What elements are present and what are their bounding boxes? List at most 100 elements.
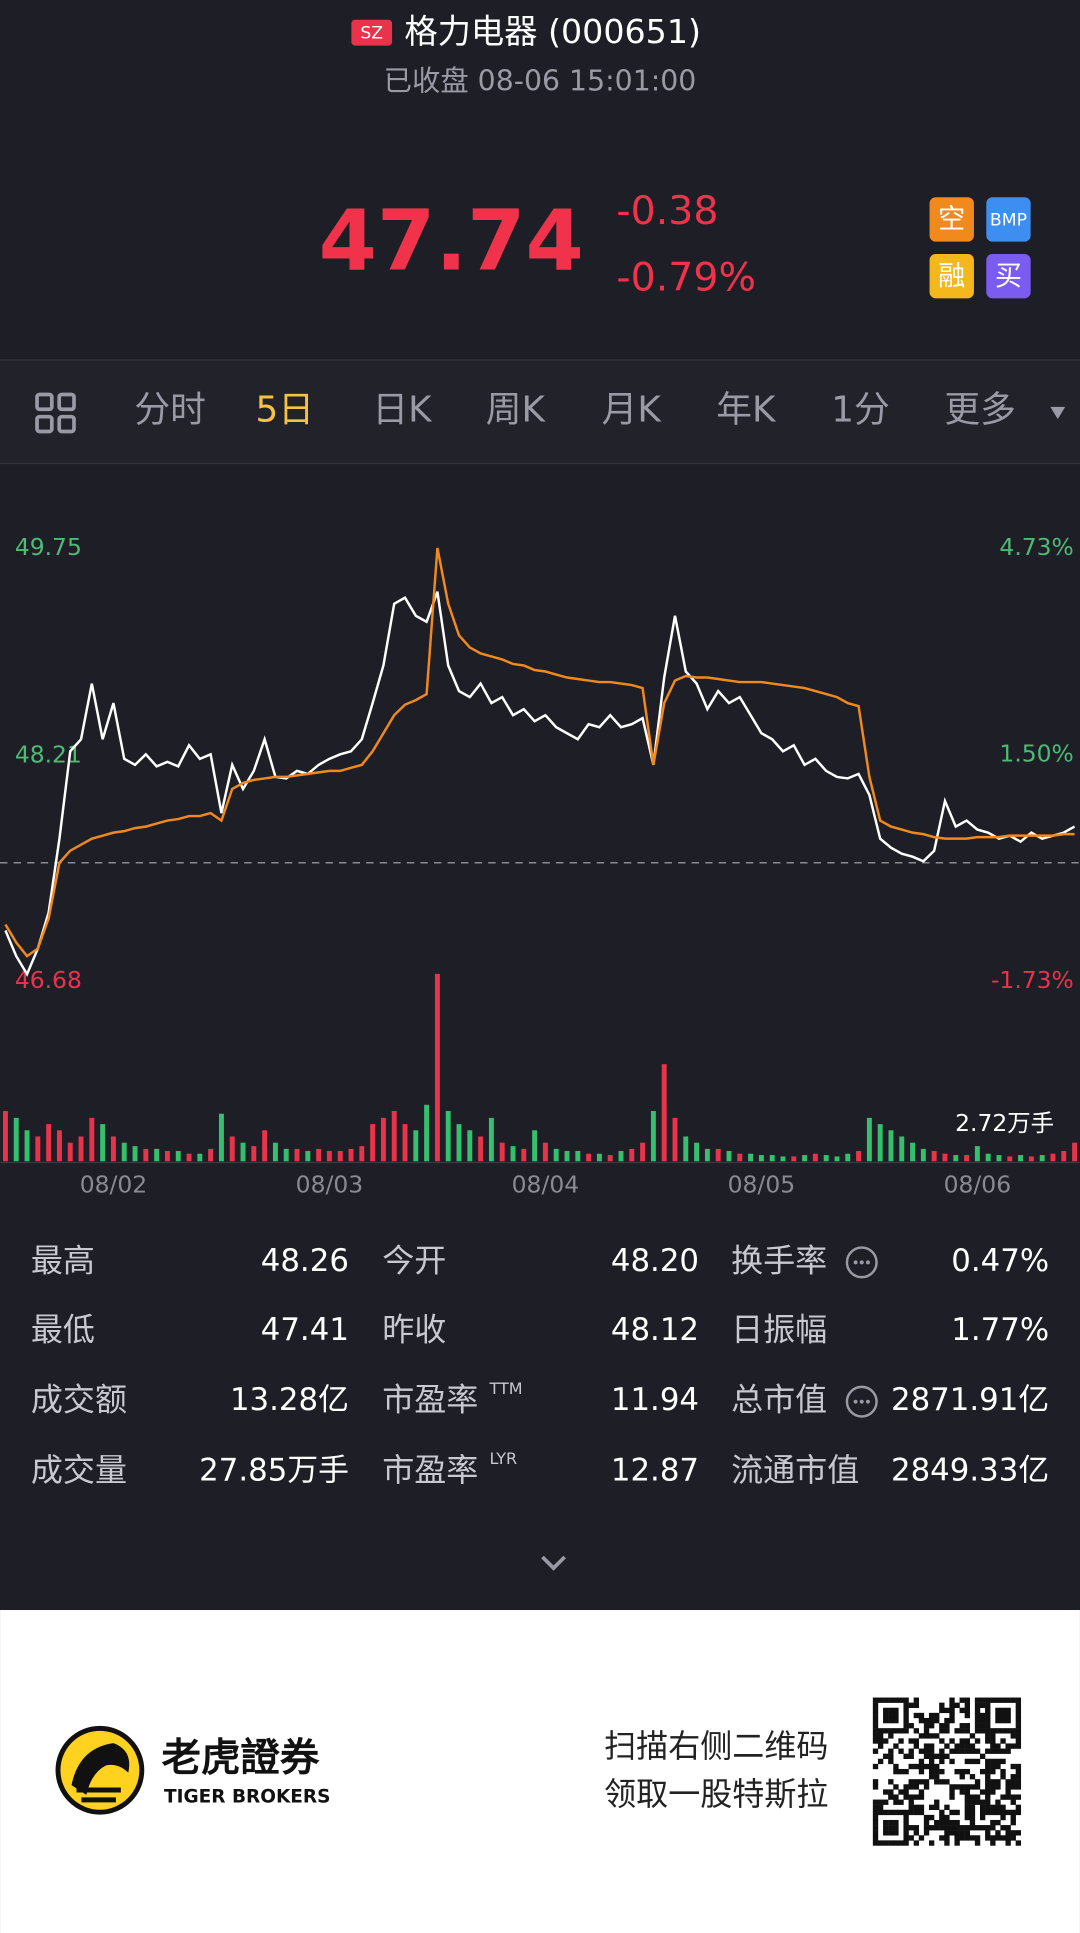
x-tick-label: 08/04 [512, 1170, 579, 1198]
info-icon[interactable] [845, 1385, 878, 1418]
volume-bar [780, 1156, 786, 1162]
volume-bar [154, 1148, 160, 1162]
qr-module [1005, 1779, 1011, 1785]
qr-module [877, 1743, 884, 1749]
qr-module [985, 1784, 991, 1790]
exchange-badge [351, 19, 393, 46]
qr-module [877, 1758, 884, 1765]
qr-module [883, 1697, 889, 1703]
qr-module [908, 1738, 914, 1744]
qr-module [898, 1697, 904, 1703]
qr-module [979, 1723, 986, 1729]
qr-module [872, 1707, 879, 1714]
grid-icon[interactable] [35, 392, 76, 434]
tab[interactable]: 周K [486, 390, 547, 431]
qr-module [959, 1830, 965, 1836]
qr-module [939, 1819, 945, 1826]
stat-label: 昨收 [382, 1310, 446, 1348]
qr-module [990, 1779, 996, 1785]
volume-bar [380, 1117, 386, 1162]
qr-module [872, 1814, 879, 1821]
volume-bar [974, 1146, 980, 1162]
qr-module [944, 1728, 950, 1734]
qr-module [888, 1840, 894, 1846]
volume-bar [251, 1146, 257, 1162]
qr-module [969, 1804, 976, 1811]
qr-module [995, 1748, 1001, 1754]
badges: 空 BMP 融买 [929, 197, 1031, 299]
qr-module [883, 1819, 889, 1826]
qr-module [985, 1712, 991, 1719]
status: 已收盘 08-06 15:01:00 [384, 65, 697, 98]
tab[interactable]: 日K [372, 390, 433, 431]
tab[interactable]: 分时 [134, 390, 206, 431]
qr-module [923, 1830, 930, 1836]
badge-label[interactable]: 融 [938, 261, 965, 292]
qr-module [979, 1697, 986, 1703]
qr-module [913, 1738, 920, 1744]
qr-module [883, 1789, 889, 1795]
qr-module [888, 1779, 894, 1785]
qr-module [1000, 1728, 1006, 1734]
qr-module [1010, 1794, 1016, 1800]
qr-module [985, 1702, 991, 1708]
tab[interactable]: 5日 [256, 390, 315, 431]
qr-module [934, 1804, 940, 1811]
qr-module [974, 1784, 981, 1790]
qr-module [908, 1702, 914, 1708]
y-tick-label: 48.21 [15, 740, 82, 768]
qr-module [1010, 1763, 1016, 1770]
qr-module [995, 1784, 1001, 1790]
volume-bar [521, 1148, 527, 1162]
volume-bar [499, 1142, 505, 1162]
qr-module [903, 1809, 909, 1816]
qr-module [995, 1830, 1001, 1836]
expand-chevron[interactable] [541, 1555, 566, 1571]
qr-module [898, 1840, 904, 1846]
stat-value: 48.26 [261, 1243, 349, 1279]
qr-module [888, 1830, 894, 1836]
qr-module [939, 1768, 945, 1775]
more-arrow[interactable] [1050, 406, 1066, 420]
qr-module [918, 1794, 925, 1800]
qr-module [964, 1784, 971, 1790]
qr-module [888, 1748, 894, 1754]
badge-label[interactable]: 买 [995, 261, 1022, 292]
info-icon[interactable] [845, 1246, 878, 1279]
tab[interactable]: 更多 [944, 390, 1016, 431]
badge[interactable] [986, 197, 1031, 242]
qr-module [923, 1748, 930, 1754]
qr-module [872, 1804, 879, 1811]
badge[interactable] [929, 197, 974, 242]
qr-module [1015, 1840, 1022, 1846]
qr-module [985, 1748, 991, 1754]
qr-module [964, 1743, 971, 1749]
badge[interactable] [929, 253, 974, 299]
qr-module [990, 1825, 996, 1831]
qr-module [877, 1804, 884, 1811]
qr-module [908, 1748, 914, 1754]
qr-module [888, 1733, 894, 1739]
qr-module [969, 1794, 976, 1800]
qr-module [903, 1814, 909, 1821]
tab[interactable]: 1分 [831, 390, 890, 431]
qr-module [903, 1712, 909, 1719]
qr-module [974, 1799, 981, 1805]
volume-bar [294, 1148, 300, 1162]
qr-module [913, 1809, 920, 1816]
qr-module [888, 1717, 894, 1724]
stat-value: 47.41 [261, 1312, 349, 1348]
badge-label[interactable]: 空 [938, 204, 965, 235]
badge[interactable] [986, 253, 1031, 299]
qr-module [964, 1728, 971, 1734]
volume-bar [715, 1148, 721, 1162]
tab-bar[interactable] [0, 361, 1080, 464]
qr-module [1000, 1697, 1006, 1703]
qr-module [934, 1712, 940, 1719]
tab[interactable]: 年K [716, 390, 777, 431]
tab[interactable]: 月K [602, 390, 663, 431]
badge-label[interactable]: BMP [990, 211, 1027, 231]
y2-tick-label: 1.50% [999, 740, 1073, 768]
qr-module [939, 1814, 945, 1821]
